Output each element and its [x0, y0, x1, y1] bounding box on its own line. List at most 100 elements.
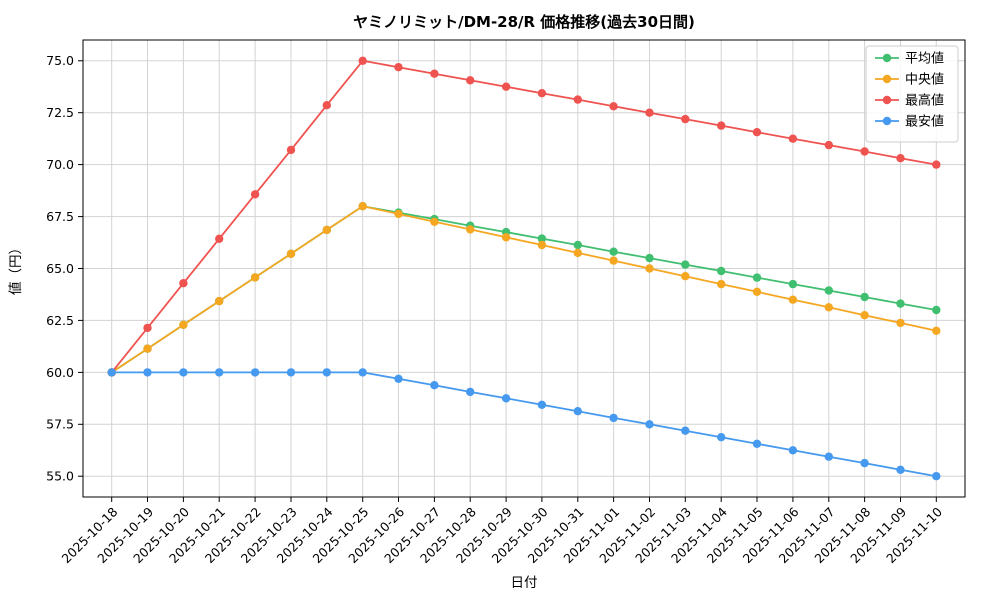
data-point — [179, 320, 188, 329]
x-axis-label: 日付 — [511, 575, 538, 591]
data-point — [645, 108, 654, 117]
data-point — [430, 381, 439, 390]
data-point — [286, 368, 296, 377]
y-tick-label: 65.0 — [46, 261, 74, 276]
y-axis-label: 値（円） — [8, 241, 24, 295]
data-point — [286, 249, 296, 258]
data-point — [179, 368, 188, 377]
data-point — [824, 286, 833, 295]
legend-label: 中央値 — [905, 72, 944, 88]
data-point — [788, 446, 798, 455]
data-point — [250, 273, 260, 282]
data-point — [322, 225, 331, 235]
data-point — [609, 102, 618, 111]
series-line-1 — [111, 205, 937, 374]
data-point — [573, 248, 582, 258]
y-tick-label: 57.5 — [46, 417, 74, 432]
series-line-2 — [110, 59, 937, 373]
data-point — [860, 311, 869, 320]
data-point — [609, 247, 618, 256]
data-point — [609, 413, 618, 423]
data-point — [466, 76, 475, 85]
data-point — [501, 82, 511, 91]
y-tick-label: 75.0 — [46, 53, 74, 68]
legend-sample-marker — [882, 95, 892, 105]
data-point — [824, 452, 833, 461]
legend-sample-marker — [882, 74, 892, 84]
data-point — [717, 279, 726, 289]
data-point — [932, 305, 941, 315]
data-point — [501, 394, 511, 403]
data-point — [466, 387, 475, 397]
data-point — [860, 147, 869, 156]
data-point — [681, 114, 690, 124]
data-point — [573, 95, 582, 104]
data-point — [896, 154, 905, 163]
y-tick-label: 70.0 — [46, 157, 74, 172]
data-point — [250, 368, 260, 377]
data-point — [645, 420, 654, 429]
data-point — [717, 121, 726, 130]
data-point — [143, 323, 152, 333]
legend-sample-marker — [882, 53, 892, 63]
y-tick-label: 60.0 — [46, 365, 74, 380]
data-point — [573, 407, 582, 416]
data-point — [752, 439, 762, 448]
y-tick-label: 67.5 — [46, 209, 74, 224]
data-point — [681, 272, 690, 281]
data-point — [932, 160, 941, 169]
legend-sample-marker — [882, 116, 892, 126]
data-point — [501, 233, 511, 242]
data-point — [286, 145, 296, 155]
data-point — [752, 273, 762, 282]
data-point — [752, 287, 762, 296]
data-point — [788, 279, 798, 289]
data-point — [645, 253, 654, 263]
data-point — [322, 101, 331, 110]
data-point — [322, 368, 331, 377]
data-point — [358, 202, 367, 211]
data-point — [824, 140, 833, 150]
data-point — [430, 217, 439, 226]
series-line-3 — [111, 371, 937, 478]
data-point — [215, 234, 224, 243]
data-point — [609, 256, 618, 265]
data-point — [896, 465, 905, 474]
data-point — [860, 292, 869, 302]
data-point — [717, 433, 726, 442]
series-line-0 — [111, 205, 937, 374]
data-point — [215, 296, 224, 306]
legend-label: 最安値 — [905, 114, 944, 130]
data-point — [645, 264, 654, 273]
data-point — [430, 69, 439, 78]
y-tick-label: 62.5 — [46, 313, 74, 328]
data-point — [896, 299, 905, 308]
data-point — [107, 368, 116, 377]
data-point — [537, 400, 547, 409]
data-point — [394, 374, 403, 383]
data-point — [717, 266, 726, 276]
data-point — [537, 89, 547, 98]
data-point — [215, 368, 224, 377]
data-point — [466, 225, 475, 234]
data-point — [394, 209, 403, 219]
plot-area: 55.057.560.062.565.067.570.072.575.02025… — [46, 39, 966, 566]
chart-title: ヤミノリミット/DM-28/R 価格推移(過去30日間) — [353, 13, 695, 31]
data-point — [179, 279, 188, 288]
y-tick-label: 55.0 — [46, 469, 74, 484]
data-point — [681, 260, 690, 269]
data-point — [250, 190, 260, 199]
data-point — [788, 134, 798, 143]
data-point — [537, 240, 547, 250]
data-point — [824, 303, 833, 312]
data-point — [394, 62, 403, 72]
legend-label: 最高値 — [905, 93, 944, 109]
data-point — [932, 472, 941, 481]
data-point — [358, 56, 367, 65]
data-point — [143, 344, 152, 353]
legend-label: 平均値 — [905, 51, 944, 67]
data-point — [358, 368, 367, 377]
data-point — [681, 426, 690, 435]
